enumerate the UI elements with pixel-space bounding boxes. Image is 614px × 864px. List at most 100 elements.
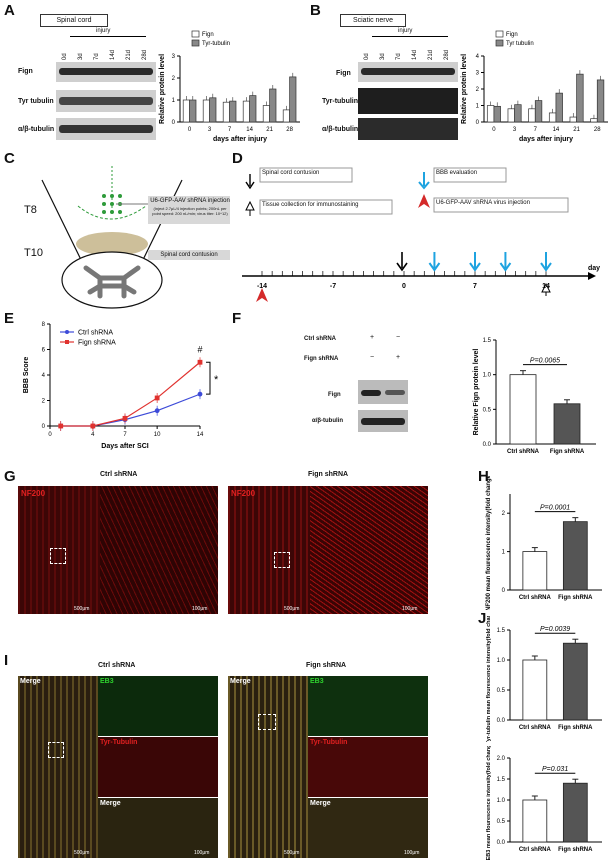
y-axis-title: NF200 mean flourescence intensity(fold c… [486, 476, 492, 610]
timepoint-label: 7d [396, 53, 402, 60]
x-tick-label: Ctrl shRNA [519, 725, 552, 731]
bbb-line-chart: 0 2 4 6 8 0 4 7 10 14 # * Days after SCI BBB Score Ctr… [23, 322, 219, 450]
g-marker-fign: NF200 [231, 489, 256, 498]
timepoint-label: 3d [380, 53, 386, 60]
blot-row-label-tyr-b: Tyr-tubulin [322, 98, 359, 105]
g-scale-fign-large: 500μm [284, 606, 300, 612]
g-fign-overview: NF200 500μm [228, 486, 310, 614]
g-ctrl-zoom: 100μm [100, 486, 218, 614]
legend-collection-text: Tissue collection for immunostaining [262, 202, 359, 208]
i-fign-merge-zoom: Merge 100μm [308, 798, 428, 858]
f-row-fign: Fign shRNA [304, 356, 339, 362]
blot-row-label-tub-b: α/β-tubulin [322, 126, 359, 133]
x-tick-label: 21 [573, 127, 580, 133]
panel-letter-f: F [232, 310, 242, 327]
bar [562, 642, 588, 721]
y-tick-label: 1.5 [497, 777, 506, 783]
y-tick-label: 0 [502, 588, 506, 594]
f-blot-fign [358, 380, 408, 404]
y-tick-label: 8 [42, 322, 46, 328]
g-title-ctrl: Ctrl shRNA [100, 471, 138, 478]
timepoint-label: 28d [444, 49, 450, 60]
legend-virus-text: U6-GFP-AAV shRNA virus injection [436, 200, 530, 206]
day-label: 0 [402, 283, 406, 290]
bar-tyr [229, 100, 237, 123]
p-value: P=0.031 [542, 766, 568, 773]
x-tick-label: 3 [513, 127, 517, 133]
injury-label-b: injury [398, 28, 413, 34]
y-tick-label: 2 [42, 399, 46, 405]
legend-swatch [191, 39, 200, 47]
bbb-arrowhead [428, 262, 441, 272]
f-blot-label-tub: α/β-tubulin [312, 418, 344, 424]
y-tick-label: 1 [476, 104, 480, 110]
f-blot-label-fign: Fign [328, 392, 341, 398]
bar-fign [262, 105, 270, 123]
g-marker-ctrl: NF200 [21, 489, 46, 498]
x-tick-label: 14 [197, 432, 204, 438]
bar-tyr [269, 88, 277, 123]
bar-tyr [493, 105, 501, 123]
bar-chart-b: 0 1 2 3 4 0 3 7 14 21 28 days after injury Relative … [461, 30, 608, 143]
series-point [197, 391, 203, 397]
series-line [60, 361, 201, 427]
g-zoom-box-ctrl [50, 548, 66, 564]
y-tick-label: 0.5 [497, 688, 506, 694]
annotation-star: * [214, 374, 219, 386]
i-scale-fign-small: 100μm [404, 850, 420, 856]
i-ctrl-eb3: EB3 [98, 676, 218, 736]
x-tick-label: 28 [286, 127, 293, 133]
y-tick-label: 1.0 [483, 373, 492, 379]
p-value: P=0.0039 [540, 626, 570, 633]
bar-tyr [514, 104, 522, 123]
timepoint-label: 7d [94, 53, 100, 60]
blot-row-label-tyr-a: Tyr tubulin [18, 98, 54, 105]
injury-line-b [372, 36, 448, 37]
legend-swatch [191, 30, 200, 38]
bar-tyr [576, 73, 584, 123]
i-title-ctrl: Ctrl shRNA [98, 662, 136, 669]
level-t10: T10 [24, 247, 43, 259]
legend-collection-arrow [245, 200, 255, 216]
bar-fign [202, 99, 210, 123]
f-sign-fign-2: + [396, 354, 401, 361]
blot-tub-a [56, 118, 156, 140]
panel-letter-d: D [232, 150, 243, 167]
x-tick-label: 0 [188, 127, 192, 133]
i-label-merge-ctrl-zoom: Merge [100, 800, 121, 807]
i-scale-ctrl-large: 500μm [74, 850, 90, 856]
g-scale-ctrl-large: 500μm [74, 606, 90, 612]
spinal-injection-schematic [41, 166, 183, 309]
legend-label: Fign shRNA [78, 340, 116, 347]
y-axis-title: BBB Score [23, 357, 30, 394]
y-tick-label: 0.5 [483, 407, 492, 413]
x-tick-label: Ctrl shRNA [519, 595, 552, 601]
y-tick-label: 2.0 [497, 756, 506, 762]
series-line [60, 393, 201, 427]
legend-bbb-arrow [418, 172, 430, 190]
timepoint-label: 28d [142, 49, 148, 60]
y-axis-title: Relative protein level [159, 54, 166, 124]
bar [522, 551, 548, 591]
injection-info-box: U6-GFP-AAV shRNA injection (Inject 2.7μL… [148, 196, 230, 224]
panel-letter-a: A [4, 2, 15, 19]
i-label-merge-ctrl: Merge [20, 678, 41, 685]
blot-row-label-fign-a: Fign [18, 68, 33, 75]
x-tick-label: Ctrl shRNA [519, 847, 552, 853]
y-tick-label: 1.5 [497, 628, 506, 634]
bar-fign [242, 100, 250, 123]
panel-letter-h: H [478, 468, 489, 485]
bar-fign [182, 99, 190, 123]
i-scale-fign-large: 500μm [284, 850, 300, 856]
g-ctrl-overview: NF200 500μm [18, 486, 100, 614]
i-title-fign: Fign shRNA [306, 662, 347, 669]
x-tick-label: Fign shRNA [550, 449, 585, 455]
timepoint-label: 14d [412, 49, 418, 60]
i-label-eb3-fign: EB3 [310, 678, 324, 685]
x-tick-label: 7 [534, 127, 538, 133]
significance-bracket [206, 361, 211, 395]
x-tick-label: 0 [48, 432, 52, 438]
y-tick-label: 0.5 [497, 819, 506, 825]
panel-letter-i: I [4, 652, 9, 669]
y-tick-label: 3 [172, 54, 176, 60]
